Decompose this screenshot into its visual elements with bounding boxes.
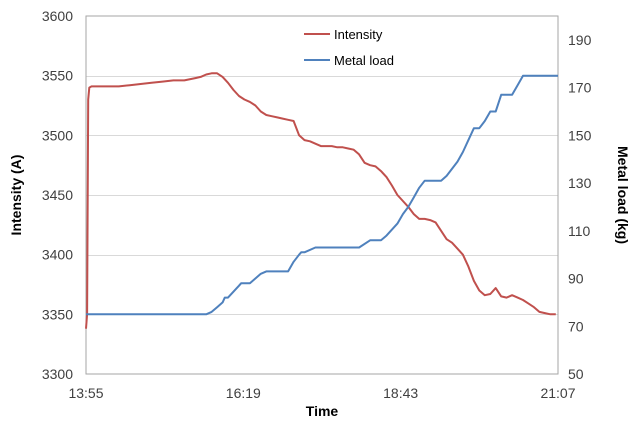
x-tick-label: 16:19 [226,385,261,401]
y-right-tick-labels: 50 70 90 110 130 150 170 190 [568,32,592,382]
y-right-tick-label: 170 [568,80,592,96]
y-left-tick-label: 3500 [42,127,73,143]
y-right-tick-label: 50 [568,366,584,382]
y-right-tick-label: 70 [568,318,584,334]
y-right-tick-label: 110 [568,223,591,239]
series-line-metal-load [86,74,558,316]
y-left-tick-label: 3400 [42,247,73,263]
y-right-tick-label: 150 [568,127,592,143]
plot-area-border [85,15,559,375]
legend: Intensity Metal load [304,27,394,68]
series-line-intensity [85,72,556,329]
gridlines [86,76,558,315]
legend-label-intensity: Intensity [334,27,383,42]
y-right-tick-label: 90 [568,271,584,287]
y-left-tick-label: 3600 [42,8,73,24]
x-axis-title: Time [306,403,339,419]
y-right-tick-label: 190 [568,32,592,48]
y-left-tick-label: 3550 [42,68,73,84]
legend-label-metal-load: Metal load [334,53,394,68]
y-left-tick-label: 3350 [42,306,73,322]
x-tick-label: 18:43 [383,385,418,401]
y-right-axis-title: Metal load (kg) [615,146,628,244]
x-tick-label: 13:55 [68,385,103,401]
x-tick-labels: 13:55 16:19 18:43 21:07 [68,385,575,401]
x-tick-label: 21:07 [540,385,575,401]
y-left-tick-labels: 3300 3350 3400 3450 3500 3550 3600 [42,8,73,382]
series-layer [85,72,558,329]
y-left-tick-label: 3300 [42,366,73,382]
y-left-tick-label: 3450 [42,187,73,203]
y-right-tick-label: 130 [568,175,592,191]
y-left-axis-title: Intensity (A) [8,155,24,236]
